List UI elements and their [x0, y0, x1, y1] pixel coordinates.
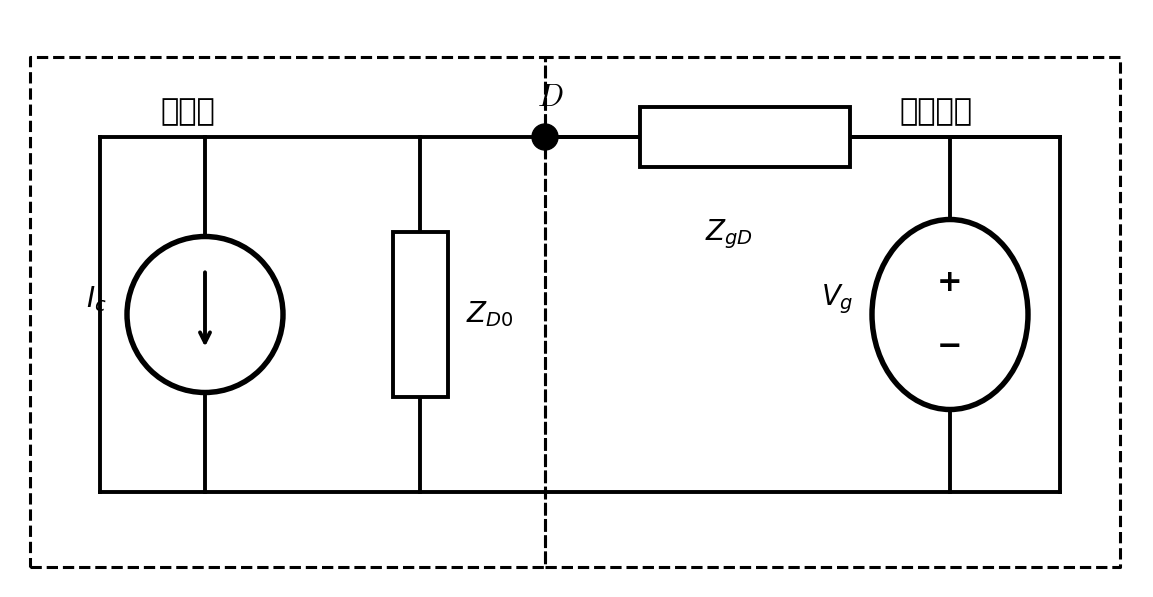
Text: 北京站: 北京站: [160, 97, 214, 126]
Text: −: −: [937, 332, 963, 361]
Circle shape: [532, 124, 558, 150]
Bar: [392, 232, 447, 397]
Text: +: +: [937, 268, 963, 297]
Text: $Z_{D0}$: $Z_{D0}$: [466, 300, 513, 330]
Text: $Z_{gD}$: $Z_{gD}$: [704, 217, 753, 251]
Bar: [640, 107, 850, 167]
Text: 直流网络: 直流网络: [899, 97, 972, 126]
Text: $V_g$: $V_g$: [821, 283, 854, 316]
Text: $I_c$: $I_c$: [86, 285, 107, 315]
Text: $D$: $D$: [537, 83, 564, 112]
